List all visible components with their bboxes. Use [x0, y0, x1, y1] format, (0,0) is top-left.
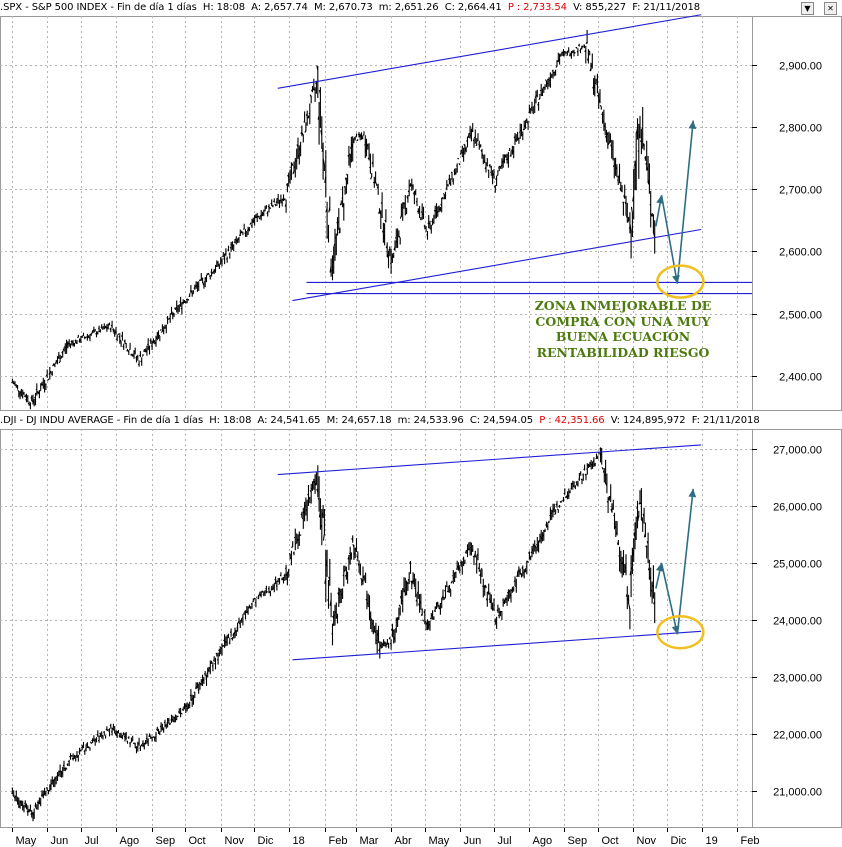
- y-tick-label: 21,000.00: [773, 787, 822, 799]
- projection-path: [655, 488, 694, 635]
- y-tick-label: 23,000.00: [773, 673, 822, 685]
- date: F: 21/11/2018: [691, 415, 760, 426]
- arrow-head: [688, 488, 697, 498]
- trend-line: [292, 630, 702, 661]
- annotation-text: ZONA INMEJORABLE DE COMPRA CON UNA MUY B…: [528, 298, 718, 360]
- annotation-line: COMPRA CON UNA MUY: [535, 313, 711, 329]
- symbol: .DJI: [0, 415, 17, 426]
- date: F: 21/11/2018: [632, 2, 701, 13]
- timeframe: Fin de día 1 días: [116, 2, 197, 13]
- time: H: 18:08: [209, 415, 252, 426]
- y-tick-label: 2,400.00: [779, 372, 822, 384]
- x-tick-label: Mar: [360, 835, 379, 847]
- close-icon[interactable]: ✕: [824, 2, 837, 15]
- price-series: [11, 447, 656, 822]
- x-tick-label: Ago: [120, 835, 140, 847]
- y-tick-label: 27,000.00: [773, 445, 822, 457]
- projection-path: [655, 120, 694, 284]
- previous: P : 42,351.66: [539, 415, 605, 426]
- x-tick-label: Oct: [189, 835, 206, 847]
- arrow-head: [655, 562, 664, 572]
- open: A: 24,541.65: [257, 415, 321, 426]
- volume: V: 124,895,972: [610, 415, 686, 426]
- arrow-head: [656, 195, 664, 204]
- annotation-line: BUENA ECUACIÓN: [555, 329, 691, 344]
- x-tick-label: Feb: [741, 835, 760, 847]
- high: M: 24,657.18: [326, 415, 392, 426]
- arrow-head: [688, 120, 697, 130]
- y-tick-label: 2,900.00: [779, 61, 822, 73]
- target-ellipse: [656, 264, 705, 299]
- close: C: 2,664.41: [444, 2, 502, 13]
- close: C: 24,594.05: [469, 415, 534, 426]
- target-ellipse: [656, 614, 705, 650]
- header-dji: .DJI - DJ INDU AVERAGE - Fin de día 1 dí…: [0, 415, 760, 426]
- y-tick-label: 24,000.00: [773, 616, 822, 628]
- volume: V: 855,227: [573, 2, 627, 13]
- low: m: 24,533.96: [397, 415, 464, 426]
- x-tick-label: Abr: [395, 835, 412, 847]
- annotation-line: RENTABILIDAD RIESGO: [536, 344, 710, 360]
- panel-frame: [0, 429, 842, 828]
- arrow-head: [671, 625, 680, 635]
- trend-line: [292, 228, 702, 302]
- trend-line: [277, 14, 702, 89]
- x-tick-label: Dic: [671, 835, 687, 847]
- time: H: 18:08: [202, 2, 245, 13]
- high: M: 2,670.73: [314, 2, 373, 13]
- arrow-head: [672, 274, 680, 284]
- y-tick-label: 2,800.00: [779, 123, 822, 135]
- x-tick-label: Feb: [329, 835, 348, 847]
- x-tick-label: Jul: [85, 835, 99, 847]
- x-tick-label: Jun: [51, 835, 69, 847]
- previous: P : 2,733.54: [507, 2, 567, 13]
- x-tick-label: Oct: [602, 835, 619, 847]
- minimize-icon[interactable]: ▼: [801, 2, 814, 15]
- x-tick-label: Sep: [156, 835, 176, 847]
- y-tick-label: 2,600.00: [779, 247, 822, 259]
- x-tick-label: Jun: [464, 835, 482, 847]
- annotation-line: ZONA INMEJORABLE DE: [534, 298, 712, 313]
- open: A: 2,657.74: [251, 2, 308, 13]
- price-series: [11, 30, 656, 410]
- x-tick-label: 18: [293, 835, 305, 847]
- x-tick-label: Dic: [258, 835, 274, 847]
- x-tick-label: Nov: [637, 835, 657, 847]
- y-tick-label: 26,000.00: [773, 502, 822, 514]
- timeframe: Fin de día 1 días: [123, 415, 204, 426]
- header-spx: .SPX - S&P 500 INDEX - Fin de día 1 días…: [0, 2, 701, 13]
- y-tick-label: 2,500.00: [779, 310, 822, 322]
- x-tick-label: Nov: [225, 835, 245, 847]
- y-tick-label: 22,000.00: [773, 730, 822, 742]
- x-tick-label: Sep: [568, 835, 588, 847]
- x-tick-label: Ago: [533, 835, 553, 847]
- y-tick-label: 2,700.00: [779, 185, 822, 197]
- x-tick-label: May: [429, 835, 450, 847]
- trend-line: [277, 444, 702, 476]
- symbol: .SPX: [0, 2, 23, 13]
- low: m: 2,651.26: [378, 2, 439, 13]
- instrument-name: DJ INDU AVERAGE: [26, 415, 114, 426]
- x-tick-label: 19: [706, 835, 718, 847]
- x-tick-label: Jul: [498, 835, 512, 847]
- instrument-name: S&P 500 INDEX: [31, 2, 108, 13]
- x-tick-label: May: [16, 835, 37, 847]
- y-tick-label: 25,000.00: [773, 559, 822, 571]
